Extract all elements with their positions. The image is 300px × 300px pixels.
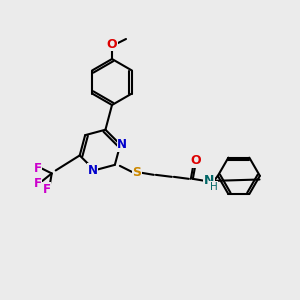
Text: F: F — [34, 162, 42, 175]
Text: S: S — [132, 166, 141, 179]
Text: O: O — [107, 38, 117, 50]
Text: N: N — [88, 164, 98, 177]
Text: N: N — [117, 138, 127, 151]
Text: H: H — [210, 182, 218, 192]
Text: N: N — [204, 174, 214, 187]
Text: F: F — [43, 183, 51, 196]
Text: O: O — [190, 154, 201, 167]
Text: F: F — [34, 177, 42, 190]
